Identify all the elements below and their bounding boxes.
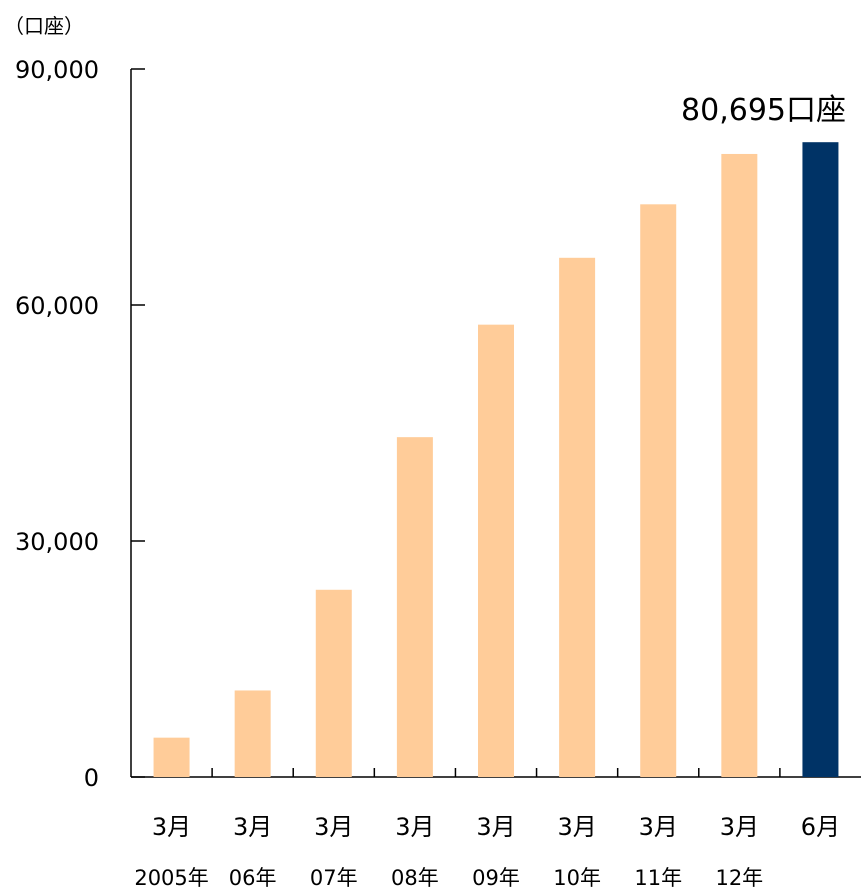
bar [153, 737, 190, 777]
x-month-label: 3月 [314, 813, 353, 841]
bars [153, 142, 839, 778]
x-year-label: 12年 [715, 866, 763, 890]
x-year-label: 10年 [553, 866, 601, 890]
y-tick-label: 60,000 [15, 292, 99, 320]
x-month-label: 3月 [720, 813, 759, 841]
x-labels: 3月 2005年 3月 06年 3月 07年 3月 08年 3月 09年 3月 10年 3月 11年 3月 1… [134, 813, 840, 890]
x-year-label: 2005年 [134, 866, 208, 890]
x-ticks [211, 768, 781, 777]
x-year-label: 11年 [634, 866, 682, 890]
y-tick-label: 90,000 [15, 56, 99, 84]
bar [234, 690, 271, 777]
y-ticks: 0 30,000 60,000 90,000 [15, 56, 145, 792]
highlight-annotation: 80,695口座 [681, 93, 846, 128]
y-tick-label: 0 [84, 764, 99, 792]
x-month-label: 3月 [557, 813, 596, 841]
bar-highlight [802, 142, 839, 777]
x-month-label: 3月 [395, 813, 434, 841]
bar [396, 437, 433, 777]
x-month-label: 3月 [152, 813, 191, 841]
x-month-label: 3月 [639, 813, 678, 841]
bar [640, 204, 677, 778]
x-year-label: 09年 [472, 866, 520, 890]
bar [721, 153, 758, 777]
x-year-label: 07年 [310, 866, 358, 890]
x-month-label: 6月 [801, 813, 840, 841]
x-month-label: 3月 [476, 813, 515, 841]
bar [315, 589, 352, 777]
x-year-label: 08年 [391, 866, 439, 890]
x-year-label: 06年 [229, 866, 277, 890]
bar [478, 324, 514, 777]
bar [559, 257, 596, 777]
y-tick-label: 30,000 [15, 528, 99, 556]
x-month-label: 3月 [233, 813, 272, 841]
y-axis-unit-label: （口座） [4, 14, 84, 38]
